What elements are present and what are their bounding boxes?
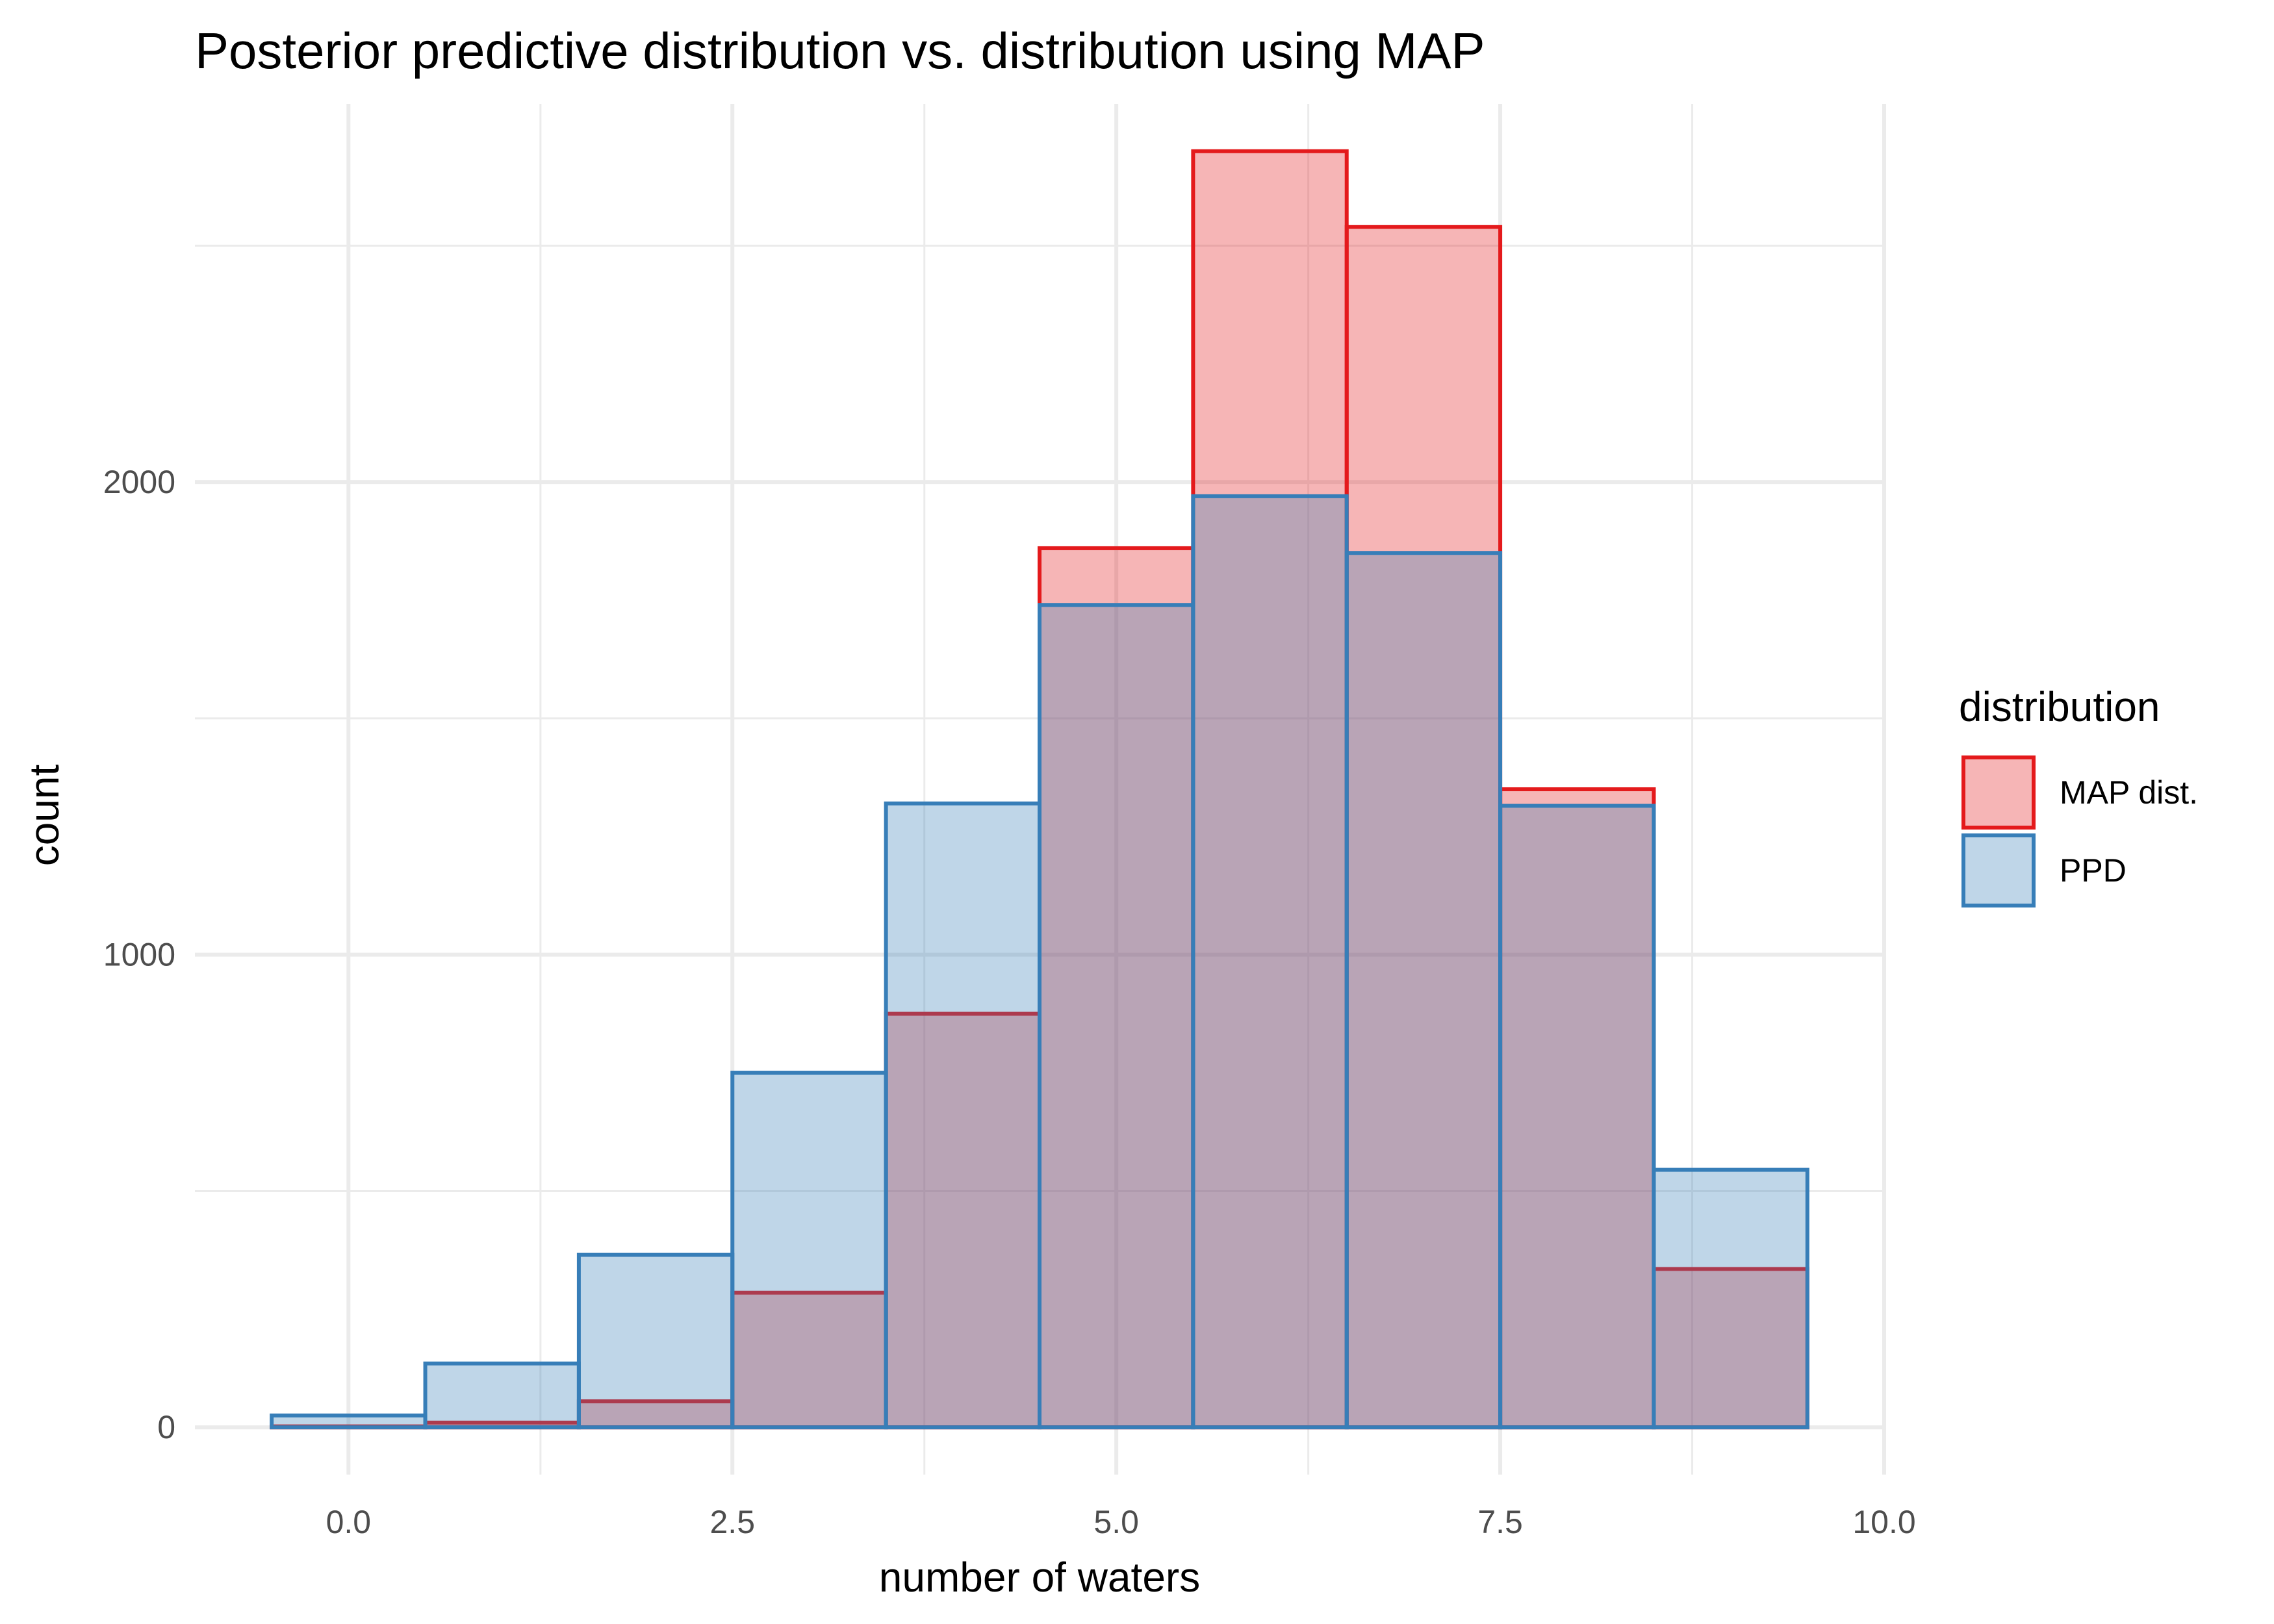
ppd-bar xyxy=(884,801,1041,1430)
legend-key-ppd xyxy=(1961,833,2036,907)
x-tick-label: 10.0 xyxy=(1852,1504,1915,1540)
y-tick-label: 1000 xyxy=(103,937,175,973)
x-tick-label: 2.5 xyxy=(710,1504,756,1540)
x-tick-label: 0.0 xyxy=(326,1504,372,1540)
legend-label-map-dist: MAP dist. xyxy=(2060,774,2198,811)
ppd-bar xyxy=(1652,1167,1809,1430)
ppd-bar xyxy=(423,1362,581,1430)
ppd-bar xyxy=(1498,804,1656,1430)
x-tick-label: 5.0 xyxy=(1093,1504,1139,1540)
y-tick-label: 0 xyxy=(157,1409,175,1445)
ppd-bar xyxy=(1344,551,1503,1430)
x-tick-labels: 0.0 2.5 5.0 7.5 10.0 xyxy=(326,1504,1916,1540)
legend: distribution MAP dist. PPD xyxy=(1959,683,2198,907)
legend-key-map-dist xyxy=(1961,755,2036,830)
legend-label-ppd: PPD xyxy=(2060,852,2127,889)
y-axis-title: count xyxy=(21,765,68,867)
ppd-bars xyxy=(270,494,1809,1430)
x-axis-title: number of waters xyxy=(879,1554,1200,1601)
map-dist-bar xyxy=(1498,787,1656,1430)
chart-title: Posterior predictive distribution vs. di… xyxy=(195,22,1485,79)
map-dist-bar xyxy=(1344,225,1503,1430)
ppd-bar xyxy=(1038,603,1195,1430)
x-tick-label: 7.5 xyxy=(1477,1504,1523,1540)
y-tick-label: 2000 xyxy=(103,464,175,500)
ppd-bar xyxy=(1191,494,1349,1430)
legend-title: distribution xyxy=(1959,683,2160,730)
y-tick-labels: 0 1000 2000 xyxy=(103,464,175,1445)
ppd-bar xyxy=(576,1252,735,1430)
ppd-bar xyxy=(730,1071,888,1430)
ppd-bar xyxy=(270,1414,428,1430)
